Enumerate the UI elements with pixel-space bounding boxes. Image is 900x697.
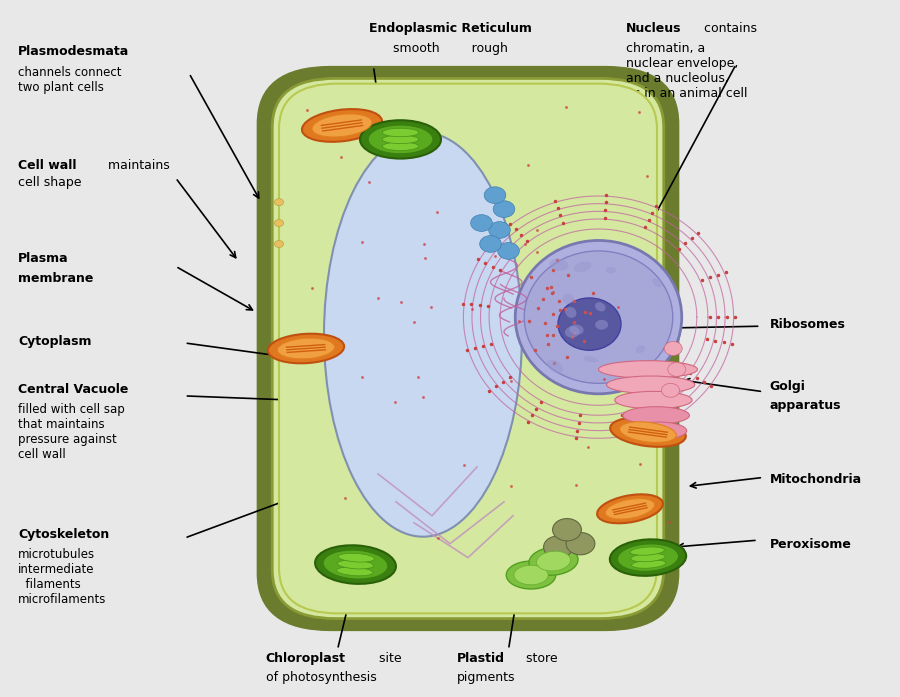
Circle shape (274, 240, 284, 247)
Text: Golgi: Golgi (770, 380, 806, 393)
Circle shape (544, 536, 572, 558)
Ellipse shape (630, 547, 664, 556)
Text: filled with cell sap
that maintains
pressure against
cell wall: filled with cell sap that maintains pres… (18, 403, 125, 461)
Ellipse shape (324, 132, 522, 537)
Text: Mitochondria: Mitochondria (770, 473, 861, 486)
Text: Cytoskeleton: Cytoskeleton (18, 528, 109, 542)
Ellipse shape (302, 109, 382, 141)
Ellipse shape (597, 494, 663, 523)
Circle shape (480, 236, 501, 252)
Ellipse shape (323, 550, 388, 579)
Text: Ribosomes: Ribosomes (770, 318, 845, 330)
Text: pigments: pigments (457, 671, 516, 684)
Ellipse shape (529, 547, 578, 575)
Ellipse shape (337, 567, 373, 576)
Ellipse shape (652, 278, 662, 287)
Ellipse shape (570, 325, 583, 335)
Ellipse shape (606, 267, 616, 273)
Ellipse shape (268, 334, 344, 363)
Ellipse shape (574, 261, 591, 273)
Ellipse shape (606, 498, 654, 519)
Circle shape (471, 215, 492, 231)
Ellipse shape (635, 345, 645, 353)
Ellipse shape (565, 307, 577, 318)
Text: store: store (522, 652, 558, 665)
Text: Plasma: Plasma (18, 252, 68, 266)
Circle shape (664, 342, 682, 355)
Ellipse shape (632, 560, 666, 568)
Text: Peroxisome: Peroxisome (770, 538, 851, 551)
Ellipse shape (615, 392, 692, 408)
Text: Cytoplasm: Cytoplasm (18, 335, 92, 348)
Ellipse shape (610, 418, 686, 447)
Circle shape (274, 220, 284, 227)
Ellipse shape (607, 376, 695, 393)
Ellipse shape (515, 240, 682, 394)
Text: smooth        rough: smooth rough (392, 42, 508, 55)
Ellipse shape (547, 360, 563, 374)
Text: channels connect
two plant cells: channels connect two plant cells (18, 66, 122, 94)
Text: cell shape: cell shape (18, 176, 82, 189)
Text: chromatin, a
nuclear envelope,
and a nucleolus,
as in an animal cell: chromatin, a nuclear envelope, and a nuc… (626, 42, 747, 100)
Text: Central Vacuole: Central Vacuole (18, 383, 129, 397)
Ellipse shape (536, 551, 571, 571)
Ellipse shape (524, 251, 673, 383)
Circle shape (662, 383, 680, 397)
Ellipse shape (595, 320, 608, 330)
Text: Plasmodesmata: Plasmodesmata (18, 45, 130, 59)
Circle shape (493, 201, 515, 217)
Circle shape (484, 187, 506, 204)
Ellipse shape (382, 135, 418, 144)
FancyBboxPatch shape (259, 68, 677, 629)
Text: maintains: maintains (104, 159, 169, 172)
Text: Chloroplast: Chloroplast (266, 652, 346, 665)
Circle shape (668, 362, 686, 376)
Text: Cell wall: Cell wall (18, 159, 76, 172)
Ellipse shape (360, 121, 441, 159)
Text: Plastid: Plastid (457, 652, 505, 665)
Ellipse shape (623, 407, 689, 424)
Circle shape (274, 199, 284, 206)
FancyBboxPatch shape (279, 84, 657, 613)
Ellipse shape (595, 302, 606, 312)
Ellipse shape (382, 142, 418, 151)
Ellipse shape (312, 114, 372, 137)
Ellipse shape (565, 326, 580, 337)
Ellipse shape (338, 553, 374, 562)
Ellipse shape (368, 125, 433, 154)
Text: Endoplasmic Reticulum: Endoplasmic Reticulum (369, 22, 531, 36)
Circle shape (489, 222, 510, 238)
Text: Nucleus: Nucleus (626, 22, 681, 36)
Ellipse shape (558, 298, 621, 350)
Ellipse shape (514, 565, 548, 585)
Text: apparatus: apparatus (770, 399, 841, 412)
Ellipse shape (631, 422, 687, 440)
Text: membrane: membrane (18, 272, 94, 285)
Ellipse shape (549, 259, 568, 271)
Circle shape (498, 243, 519, 259)
Ellipse shape (617, 544, 679, 572)
FancyBboxPatch shape (272, 79, 664, 619)
Text: of photosynthesis: of photosynthesis (266, 671, 376, 684)
Text: contains: contains (700, 22, 757, 36)
Ellipse shape (598, 361, 698, 378)
Ellipse shape (620, 422, 676, 443)
Ellipse shape (277, 338, 335, 359)
Ellipse shape (315, 545, 396, 584)
Circle shape (566, 533, 595, 555)
Ellipse shape (382, 128, 418, 137)
Ellipse shape (506, 561, 556, 589)
Text: microtubules
intermediate
  filaments
microfilaments: microtubules intermediate filaments micr… (18, 548, 106, 606)
Ellipse shape (583, 356, 599, 362)
Ellipse shape (338, 560, 374, 569)
Ellipse shape (610, 539, 686, 576)
Ellipse shape (631, 553, 665, 562)
Circle shape (553, 519, 581, 541)
Ellipse shape (562, 294, 574, 304)
Text: site: site (375, 652, 402, 665)
